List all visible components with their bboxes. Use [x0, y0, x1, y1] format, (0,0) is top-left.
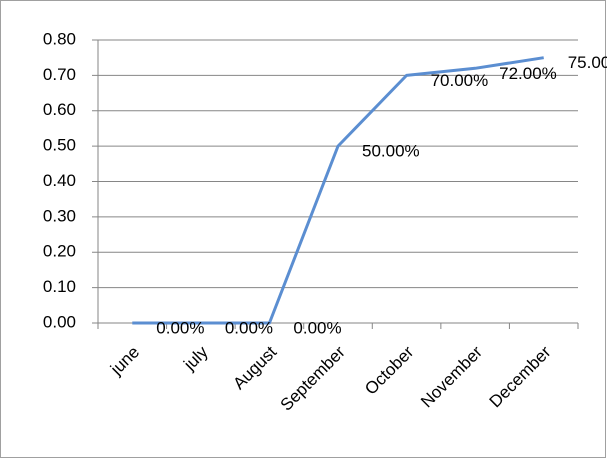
y-tick-label: 0.30 [43, 206, 76, 225]
data-label: 75.00% [568, 53, 607, 72]
y-tick-label: 0.50 [43, 136, 76, 155]
y-tick-label: 0.80 [43, 29, 76, 48]
y-tick-label: 0.20 [43, 242, 76, 261]
y-tick-label: 0.10 [43, 277, 76, 296]
y-tick-label: 0.00 [43, 312, 76, 331]
data-label: 0.00% [293, 318, 341, 337]
line [132, 56, 544, 325]
data-label: 0.00% [225, 318, 273, 337]
data-label: 72.00% [499, 64, 557, 83]
y-tick-label: 0.40 [43, 171, 76, 190]
data-label: 0.00% [156, 318, 204, 337]
data-label: 50.00% [362, 142, 420, 161]
y-tick-label: 0.60 [43, 100, 76, 119]
y-tick-label: 0.70 [43, 65, 76, 84]
data-label: 70.00% [431, 71, 489, 90]
